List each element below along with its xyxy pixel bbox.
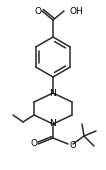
Text: N: N — [50, 120, 56, 129]
Text: OH: OH — [69, 6, 83, 15]
Text: O: O — [34, 6, 42, 15]
Text: N: N — [50, 89, 56, 98]
Text: O: O — [31, 140, 38, 149]
Text: O: O — [70, 140, 77, 149]
